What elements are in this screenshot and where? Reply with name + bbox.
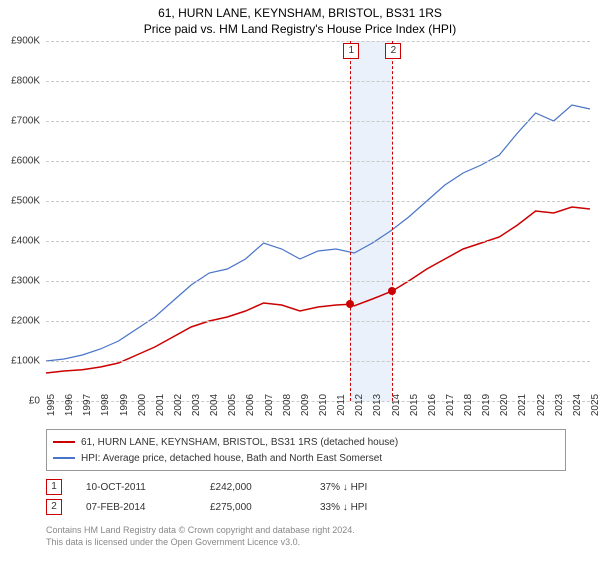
x-axis-label: 2021: [517, 394, 528, 416]
x-axis-label: 2008: [282, 394, 293, 416]
legend-label: HPI: Average price, detached house, Bath…: [81, 453, 382, 464]
x-axis-label: 1999: [119, 394, 130, 416]
y-axis-label: £900K: [11, 36, 40, 47]
x-axis-label: 2015: [409, 394, 420, 416]
chart-plot-area: £0£100K£200K£300K£400K£500K£600K£700K£80…: [46, 40, 590, 401]
event-label-box: 1: [343, 43, 359, 59]
x-axis-label: 2002: [173, 394, 184, 416]
x-axis-label: 1995: [46, 394, 57, 416]
legend-item: HPI: Average price, detached house, Bath…: [53, 450, 559, 466]
y-axis-label: £600K: [11, 156, 40, 167]
event-date: 07-FEB-2014: [86, 502, 210, 513]
x-axis-label: 2013: [372, 394, 383, 416]
x-axis-label: 2025: [590, 394, 600, 416]
x-axis-label: 2016: [427, 394, 438, 416]
event-price: £242,000: [210, 482, 320, 493]
event-line: [350, 41, 351, 401]
y-axis-label: £300K: [11, 276, 40, 287]
x-axis-label: 2006: [245, 394, 256, 416]
y-axis-label: £200K: [11, 316, 40, 327]
event-line: [392, 41, 393, 401]
event-date: 10-OCT-2011: [86, 482, 210, 493]
event-price: £275,000: [210, 502, 320, 513]
x-axis-label: 2003: [191, 394, 202, 416]
x-axis-label: 1998: [100, 394, 111, 416]
x-axis-label: 2019: [481, 394, 492, 416]
x-axis-label: 2009: [300, 394, 311, 416]
gridline: [46, 361, 590, 362]
series-line-price_paid: [46, 207, 590, 373]
events-table-row: 1 10-OCT-2011£242,00037% ↓ HPI: [46, 477, 590, 497]
x-axis-label: 2023: [554, 394, 565, 416]
x-axis-label: 2001: [155, 394, 166, 416]
y-axis-label: £700K: [11, 116, 40, 127]
gridline: [46, 321, 590, 322]
gridline: [46, 241, 590, 242]
gridline: [46, 121, 590, 122]
y-axis-label: £0: [29, 396, 40, 407]
chart-footer: Contains HM Land Registry data © Crown c…: [46, 525, 590, 548]
gridline: [46, 161, 590, 162]
legend-label: 61, HURN LANE, KEYNSHAM, BRISTOL, BS31 1…: [81, 437, 398, 448]
gridline: [46, 201, 590, 202]
x-axis-label: 2011: [336, 394, 347, 416]
legend-swatch: [53, 441, 75, 443]
x-axis-label: 2012: [354, 394, 365, 416]
x-axis-label: 2007: [264, 394, 275, 416]
chart-subtitle: Price paid vs. HM Land Registry's House …: [0, 22, 600, 36]
event-delta: 37% ↓ HPI: [320, 482, 440, 493]
legend-swatch: [53, 457, 75, 459]
events-table: 1 10-OCT-2011£242,00037% ↓ HPI 2 07-FEB-201…: [46, 477, 590, 517]
x-axis-label: 1996: [64, 394, 75, 416]
y-axis-label: £500K: [11, 196, 40, 207]
x-axis-label: 2017: [445, 394, 456, 416]
x-axis-label: 1997: [82, 394, 93, 416]
chart-legend: 61, HURN LANE, KEYNSHAM, BRISTOL, BS31 1…: [46, 429, 566, 471]
event-number-box: 1: [46, 479, 62, 495]
event-delta: 33% ↓ HPI: [320, 502, 440, 513]
event-marker: [388, 287, 396, 295]
x-axis-label: 2010: [318, 394, 329, 416]
event-label-box: 2: [385, 43, 401, 59]
legend-item: 61, HURN LANE, KEYNSHAM, BRISTOL, BS31 1…: [53, 434, 559, 450]
x-axis-label: 2018: [463, 394, 474, 416]
footer-line-2: This data is licensed under the Open Gov…: [46, 537, 590, 549]
chart-title: 61, HURN LANE, KEYNSHAM, BRISTOL, BS31 1…: [0, 6, 600, 20]
gridline: [46, 281, 590, 282]
event-number-box: 2: [46, 499, 62, 515]
x-axis-label: 2024: [572, 394, 583, 416]
x-axis-label: 2000: [137, 394, 148, 416]
chart-container: 61, HURN LANE, KEYNSHAM, BRISTOL, BS31 1…: [0, 6, 600, 566]
x-axis-label: 2022: [536, 394, 547, 416]
chart-lines-svg: [46, 41, 590, 401]
events-table-row: 2 07-FEB-2014£275,00033% ↓ HPI: [46, 497, 590, 517]
y-axis-label: £800K: [11, 76, 40, 87]
x-axis-label: 2005: [227, 394, 238, 416]
footer-line-1: Contains HM Land Registry data © Crown c…: [46, 525, 590, 537]
gridline: [46, 41, 590, 42]
x-axis-label: 2004: [209, 394, 220, 416]
y-axis-label: £400K: [11, 236, 40, 247]
y-axis-label: £100K: [11, 356, 40, 367]
series-line-hpi: [46, 105, 590, 361]
x-axis-label: 2020: [499, 394, 510, 416]
gridline: [46, 81, 590, 82]
event-marker: [346, 300, 354, 308]
